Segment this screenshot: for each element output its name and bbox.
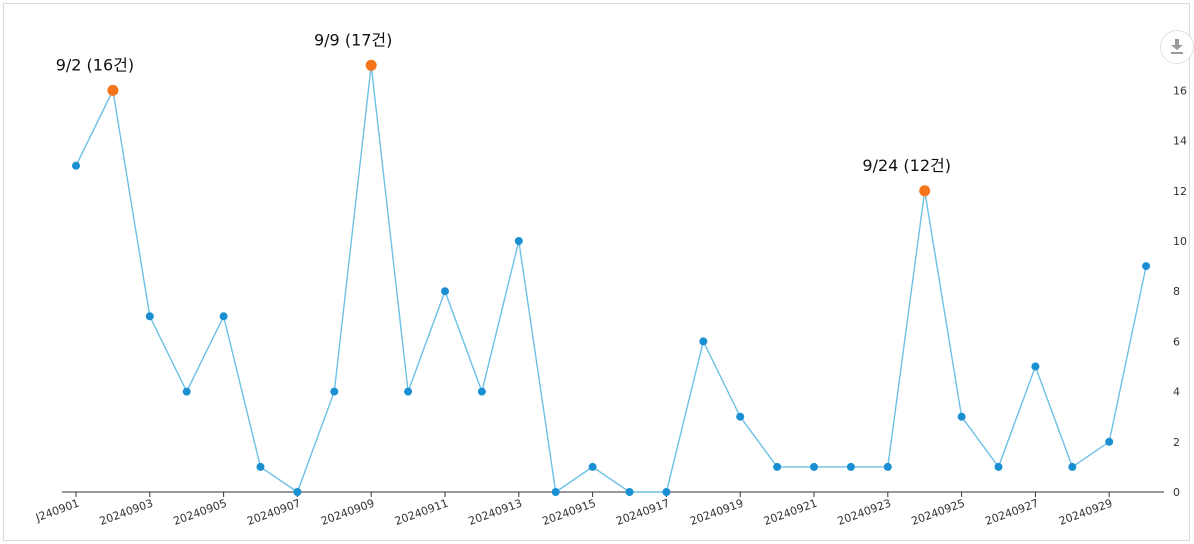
y-tick-label: 10: [1173, 235, 1187, 248]
data-point[interactable]: [699, 337, 708, 346]
y-tick-label: 16: [1173, 84, 1187, 97]
series-line: [75, 65, 1147, 494]
x-tick-label: 20240929: [1057, 497, 1114, 528]
data-point[interactable]: [256, 462, 265, 471]
data-point[interactable]: [957, 412, 966, 421]
line-chart: J240901 20240903 20240905 20240907 20240909 2…: [33, 30, 1187, 528]
x-tick-label: 20240919: [688, 497, 745, 528]
y-tick-label: 14: [1173, 135, 1187, 148]
data-point[interactable]: [404, 387, 413, 396]
data-point[interactable]: [72, 161, 80, 170]
data-point[interactable]: [773, 462, 782, 471]
annotation-label: 9/2 (16건): [56, 55, 134, 74]
annotations: 9/2 (16건) 9/9 (17건) 9/24 (12건): [56, 30, 951, 175]
highlight-point[interactable]: [919, 185, 931, 197]
data-point[interactable]: [1142, 262, 1151, 271]
y-tick-label: 0: [1173, 486, 1180, 499]
download-button[interactable]: [1160, 30, 1194, 64]
x-tick-label: 20240909: [319, 497, 376, 528]
highlight-point[interactable]: [365, 59, 377, 71]
data-point[interactable]: [1105, 437, 1114, 446]
y-tick-label: 4: [1173, 386, 1180, 399]
x-tick-label: 20240907: [245, 497, 302, 528]
data-points: [72, 59, 1151, 496]
y-tick-label: 2: [1173, 436, 1180, 449]
series-line-layer: [75, 65, 1147, 494]
data-point[interactable]: [293, 488, 302, 496]
data-point[interactable]: [994, 462, 1003, 471]
data-point[interactable]: [625, 488, 634, 496]
x-tick-label: 20240923: [836, 497, 893, 528]
data-point[interactable]: [514, 237, 523, 245]
annotation-label: 9/24 (12건): [862, 156, 951, 175]
data-point[interactable]: [1068, 462, 1077, 471]
chart-frame: J240901 20240903 20240905 20240907 20240909 2…: [3, 3, 1190, 541]
x-tick-label: J240901: [33, 497, 81, 525]
data-point[interactable]: [846, 462, 855, 471]
data-point[interactable]: [477, 387, 486, 396]
x-tick-label: 20240903: [98, 497, 155, 528]
x-tick-label: 20240915: [541, 497, 598, 528]
x-tick-label: 20240913: [467, 497, 524, 528]
x-tick-label: 20240917: [614, 497, 671, 528]
x-tick-label: 20240927: [983, 497, 1040, 528]
data-point[interactable]: [330, 387, 339, 396]
data-point[interactable]: [810, 462, 818, 471]
data-point[interactable]: [219, 312, 228, 321]
data-point[interactable]: [182, 387, 191, 396]
x-tick-label: 20240921: [762, 497, 819, 528]
x-tick-label: 20240925: [910, 497, 967, 528]
data-point[interactable]: [551, 488, 560, 496]
data-point[interactable]: [441, 287, 449, 296]
data-point[interactable]: [662, 488, 671, 496]
data-point[interactable]: [145, 312, 154, 321]
y-tick-label: 8: [1173, 285, 1180, 298]
y-tick-label: 12: [1173, 185, 1187, 198]
data-point[interactable]: [588, 462, 597, 471]
download-icon: [1171, 39, 1183, 54]
highlight-point[interactable]: [107, 84, 119, 96]
annotation-label: 9/9 (17건): [314, 30, 392, 49]
data-point[interactable]: [736, 412, 745, 421]
x-tick-label: 20240911: [393, 497, 450, 528]
data-point[interactable]: [883, 462, 892, 471]
y-tick-label: 6: [1173, 335, 1180, 348]
x-tick-label: 20240905: [172, 497, 229, 528]
axes: J240901 20240903 20240905 20240907 20240909 2…: [33, 84, 1187, 528]
data-point[interactable]: [1031, 362, 1040, 371]
